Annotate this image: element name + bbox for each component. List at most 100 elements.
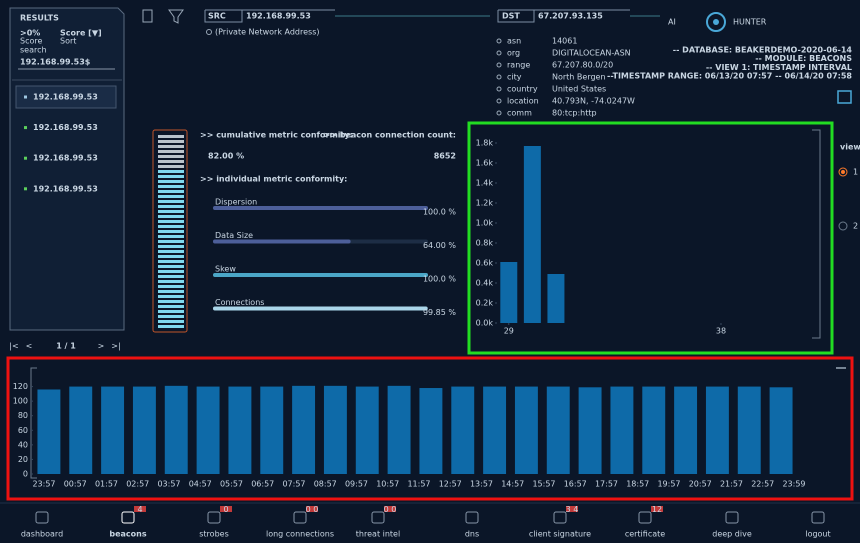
annotation-green: [467, 121, 834, 355]
nav-label[interactable]: dashboard: [21, 530, 63, 539]
nav-label[interactable]: deep dive: [712, 530, 752, 539]
field-icon: [496, 86, 502, 92]
nav-label[interactable]: client signature: [529, 530, 591, 539]
bar: [610, 386, 634, 474]
y-tick-label: 40: [18, 440, 28, 449]
cumulative-value: 82.00 %: [208, 152, 244, 161]
nav-label[interactable]: beacons: [109, 530, 146, 539]
src-note: (Private Network Address): [215, 28, 319, 37]
logo-icon: [706, 12, 726, 32]
dst-label: DST: [502, 12, 520, 21]
metric-name: Data Size: [215, 231, 253, 240]
bar: [323, 385, 347, 474]
x-tick-label: 02:57: [126, 480, 149, 489]
x-tick-label: 13:57: [470, 480, 493, 489]
bar: [387, 385, 411, 474]
dst-field-value: 14061: [552, 37, 577, 46]
y-tick-label: 0.8k: [476, 239, 494, 248]
y-tick-label: 0.4k: [476, 279, 494, 288]
nav-label[interactable]: certificate: [625, 530, 665, 539]
filter-select[interactable]: >0%: [20, 29, 40, 38]
bar: [101, 386, 125, 474]
bar: [292, 385, 316, 474]
result-item[interactable]: 192.168.99.53: [33, 154, 98, 163]
count-label: >> beacon connection count:: [324, 131, 456, 140]
filter-label: Score: [20, 37, 42, 46]
metric-bar: [213, 306, 428, 311]
x-tick-label: 04:57: [189, 480, 212, 489]
x-tick-label: 11:57: [407, 480, 430, 489]
result-item[interactable]: 192.168.99.53: [33, 93, 98, 102]
list-view-icon[interactable]: [837, 90, 852, 104]
nav-label[interactable]: threat intel: [356, 530, 400, 539]
metric-name: Dispersion: [215, 198, 257, 207]
x-tick-label: 19:57: [657, 480, 680, 489]
nav-icon[interactable]: [725, 511, 739, 524]
dst-ip: 67.207.93.135: [538, 12, 603, 21]
dst-field-key: location: [507, 97, 539, 106]
info-line: -- DATABASE: BEAKERDEMO-2020-06-14: [673, 46, 853, 55]
pager-button[interactable]: >|: [111, 342, 120, 351]
x-tick-label: 20:57: [689, 480, 712, 489]
nav-icon[interactable]: [553, 511, 567, 524]
y-tick-label: 1.8k: [476, 139, 494, 148]
nav-label[interactable]: strobes: [199, 530, 228, 539]
icon-filter[interactable]: [168, 9, 184, 24]
pager-button[interactable]: |<: [9, 342, 18, 351]
result-item[interactable]: 192.168.99.53: [33, 123, 98, 132]
result-dot: [24, 187, 27, 191]
y-tick-label: 1.0k: [476, 219, 494, 228]
nav-icon[interactable]: [465, 511, 479, 524]
metric-bar: [213, 206, 428, 210]
result-dot: [24, 95, 27, 99]
icon-export[interactable]: [142, 9, 153, 23]
bar: [355, 386, 379, 474]
result-item[interactable]: 192.168.99.53: [33, 184, 98, 193]
nav-label[interactable]: long connections: [266, 530, 334, 539]
view-radio[interactable]: [838, 167, 848, 177]
nav-badge: 12: [652, 505, 662, 514]
dst-field-key: range: [507, 61, 530, 70]
src-label: SRC: [208, 12, 226, 21]
nav-badge-bg: [651, 506, 663, 512]
nav-badge-bg: [220, 506, 232, 512]
metric-name: Connections: [215, 298, 264, 307]
view-radio[interactable]: [838, 221, 848, 231]
y-tick-label: 0: [23, 470, 28, 479]
sort-label: Sort: [60, 37, 76, 46]
bar: [500, 262, 518, 323]
y-tick-label: 120: [13, 382, 28, 391]
chart-bracket: [30, 367, 37, 479]
nav-icon[interactable]: [35, 511, 49, 524]
nav-label[interactable]: dns: [465, 530, 479, 539]
nav-badge-bg: [306, 506, 318, 512]
bar: [419, 388, 443, 474]
bar: [546, 386, 570, 474]
result-selected: [15, 85, 117, 109]
y-tick-label: 0.2k: [476, 299, 494, 308]
nav-label[interactable]: logout: [805, 530, 830, 539]
search-input[interactable]: 192.168.99.53$: [20, 58, 91, 67]
nav-icon[interactable]: [121, 511, 135, 524]
pager-button[interactable]: >: [98, 342, 105, 351]
nav-badge: 0 0: [306, 505, 319, 514]
sort-select[interactable]: Score [▼]: [60, 29, 102, 38]
logo-left: AI: [668, 18, 676, 27]
x-tick-label: 09:57: [345, 480, 368, 489]
bar: [523, 146, 541, 323]
field-icon: [496, 62, 502, 68]
nav-badge: 0: [223, 505, 228, 514]
nav-badge-bg: [134, 506, 146, 512]
nav-icon[interactable]: [638, 511, 652, 524]
dst-box: [497, 9, 630, 23]
cumulative-label: >> cumulative metric conformity:: [200, 131, 353, 140]
x-tick-label: 29: [504, 327, 514, 336]
nav-icon[interactable]: [811, 511, 825, 524]
bar: [737, 386, 761, 474]
x-tick-label: 18:57: [626, 480, 649, 489]
nav-icon[interactable]: [293, 511, 307, 524]
pager-button[interactable]: <: [26, 342, 33, 351]
annotation-red: [6, 356, 854, 501]
nav-icon[interactable]: [371, 511, 385, 524]
nav-icon[interactable]: [207, 511, 221, 524]
